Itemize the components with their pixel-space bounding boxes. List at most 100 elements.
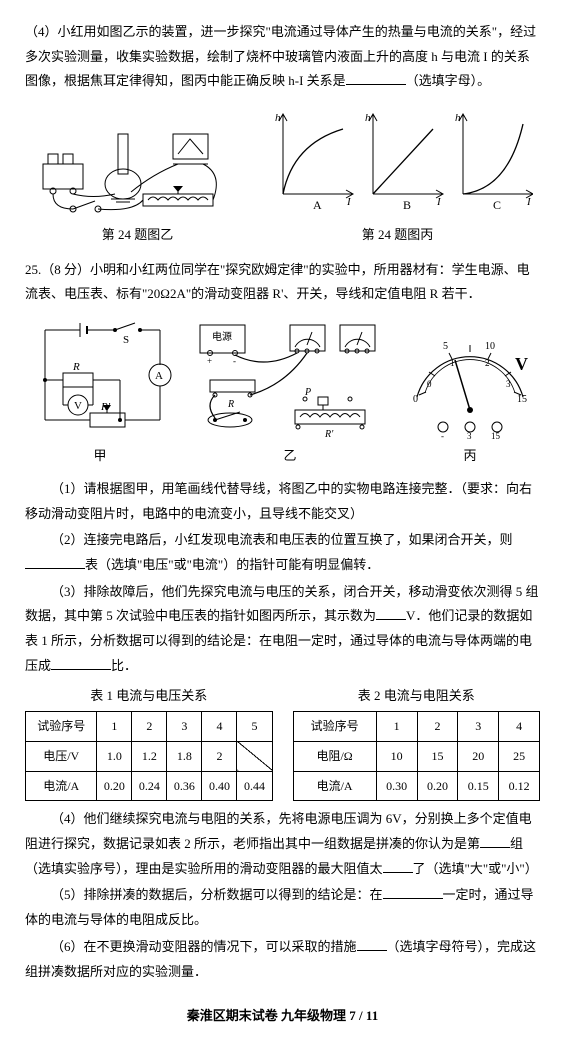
svg-text:C: C: [493, 198, 501, 212]
q24-fig-bing: h I A h I B h I C: [263, 104, 533, 248]
table-row: 电流/A0.200.240.360.400.44: [26, 771, 273, 801]
svg-text:R: R: [227, 399, 234, 410]
q25-sub2a: （2）连接完电路后，小红发现电流表和电压表的位置互换了，如果闭合开关，则: [51, 532, 513, 547]
svg-text:h: h: [275, 112, 281, 124]
q24-blank: [346, 72, 406, 85]
page-footer: 秦淮区期末试卷 九年级物理 7 / 11: [25, 1004, 540, 1029]
svg-text:A: A: [155, 370, 163, 382]
t1-cell: 0.24: [132, 771, 167, 801]
table-row: 电流/A 0.30 0.20 0.15 0.12: [293, 771, 540, 801]
q24-figures: 第 24 题图乙 h I A h I B: [25, 104, 540, 248]
q25-sub2b: 表（选填"电压"或"电流"）的指针可能有明显偏转．: [85, 557, 379, 572]
q25-figures: S A R' R V 甲: [25, 315, 540, 469]
table2: 试验序号 1 2 3 4 电阻/Ω 10 15 20 25 电流/A 0.30 …: [293, 711, 541, 801]
svg-text:h: h: [365, 112, 371, 124]
table2-title: 表 2 电流与电阻关系: [293, 684, 541, 709]
q25-blank3b: [51, 657, 111, 670]
table-row: 电压/V1.01.21.82: [26, 741, 273, 771]
t1-cell: 3: [167, 712, 202, 742]
svg-text:电源: 电源: [212, 330, 232, 343]
svg-text:-: -: [233, 356, 236, 366]
svg-text:15: 15: [491, 431, 501, 440]
circuit-yi-svg: 电源 + - R P: [190, 315, 390, 440]
t1-cell: 1.2: [132, 741, 167, 771]
svg-text:1: 1: [450, 358, 455, 368]
t2-c: 0.20: [417, 771, 458, 801]
t1-cell: 1.8: [167, 741, 202, 771]
table1-wrap: 表 1 电流与电压关系 试验序号12345电压/V1.01.21.82电流/A0…: [25, 684, 273, 801]
t2-c: 10: [376, 741, 417, 771]
table2-wrap: 表 2 电流与电阻关系 试验序号 1 2 3 4 电阻/Ω 10 15 20 2…: [293, 684, 541, 801]
voltmeter-bing-svg: 0 5 10 15 0 1 2 3 V - 3 15: [405, 315, 535, 440]
q25-jia: S A R' R V 甲: [25, 315, 175, 469]
t2-c: 25: [499, 741, 540, 771]
q25-cap-yi: 乙: [190, 444, 390, 469]
svg-text:I: I: [346, 196, 352, 208]
q25-stem: 25.（8 分）小明和小红两位同学在"探究欧姆定律"的实验中，所用器材有：学生电…: [25, 258, 540, 307]
svg-text:2: 2: [485, 358, 490, 368]
q25-sub3: （3）排除故障后，他们先探究电流与电压的关系，闭合开关，移动滑变依次测得 5 组…: [25, 580, 540, 679]
q25-blank4a: [480, 835, 510, 848]
q25-sub5: （5）排除拼凑的数据后，分析数据可以得到的结论是：在一定时，通过导体的电流与导体…: [25, 883, 540, 932]
q24-fig-yi: 第 24 题图乙: [33, 104, 243, 248]
svg-text:A: A: [313, 198, 322, 212]
t2-c: 0.12: [499, 771, 540, 801]
q25-bing: 0 5 10 15 0 1 2 3 V - 3 15 丙: [405, 315, 535, 469]
svg-text:-: -: [441, 431, 444, 440]
t1-cell: [237, 741, 272, 771]
svg-text:P: P: [304, 387, 311, 398]
t2-c: 0.30: [376, 771, 417, 801]
q25-sub1: （1）请根据图甲，用笔画线代替导线，将图乙中的实物电路连接完整．（要求：向右移动…: [25, 477, 540, 526]
svg-text:5: 5: [443, 341, 448, 352]
t1-cell: 0.36: [167, 771, 202, 801]
t2-c: 20: [458, 741, 499, 771]
svg-text:+: +: [207, 356, 212, 366]
q25-sub4: （4）他们继续探究电流与电阻的关系，先将电源电压调为 6V，分别换上多个定值电阻…: [25, 807, 540, 881]
q24-cap-bing: 第 24 题图丙: [263, 223, 533, 248]
svg-text:S: S: [123, 334, 129, 346]
t2-c: 2: [417, 712, 458, 742]
q25-cap-jia: 甲: [25, 444, 175, 469]
t1-cell: 4: [202, 712, 237, 742]
svg-text:I: I: [526, 196, 532, 208]
svg-text:3: 3: [467, 431, 472, 440]
t1-cell: 电压/V: [26, 741, 97, 771]
svg-text:0: 0: [427, 379, 432, 389]
svg-text:15: 15: [517, 394, 527, 405]
svg-text:3: 3: [506, 379, 511, 389]
apparatus-yi-svg: [33, 104, 243, 219]
svg-text:V: V: [74, 400, 82, 412]
svg-text:R: R: [72, 361, 80, 373]
t1-cell: 电流/A: [26, 771, 97, 801]
t2-c: 电流/A: [293, 771, 376, 801]
t1-cell: 2: [132, 712, 167, 742]
tables-row: 表 1 电流与电压关系 试验序号12345电压/V1.01.21.82电流/A0…: [25, 684, 540, 801]
svg-text:V: V: [515, 354, 528, 374]
q25-sub6: （6）在不更换滑动变阻器的情况下，可以采取的措施（选填字母符号），完成这组拼凑数…: [25, 935, 540, 984]
q24-part4: （4）小红用如图乙示的装置，进一步探究"电流通过导体产生的热量与电流的关系"，经…: [25, 20, 540, 94]
q25-sub5a: （5）排除拼凑的数据后，分析数据可以得到的结论是：在: [51, 887, 383, 902]
t2-c: 试验序号: [293, 712, 376, 742]
t1-cell: 2: [202, 741, 237, 771]
t1-cell: 1.0: [97, 741, 132, 771]
table-row: 试验序号 1 2 3 4: [293, 712, 540, 742]
q25-blank4b: [383, 860, 413, 873]
graphs-bing-svg: h I A h I B h I C: [263, 104, 533, 219]
table1: 试验序号12345电压/V1.01.21.82电流/A0.200.240.360…: [25, 711, 273, 801]
table-row: 电阻/Ω 10 15 20 25: [293, 741, 540, 771]
q25-blank2: [25, 556, 85, 569]
t2-c: 3: [458, 712, 499, 742]
t2-c: 4: [499, 712, 540, 742]
t2-c: 电阻/Ω: [293, 741, 376, 771]
q24-suffix: （选填字母）。: [406, 73, 491, 88]
q25-sub4c: 了（选填"大"或"小"）: [413, 861, 538, 876]
svg-text:B: B: [403, 198, 411, 212]
q25-blank6: [357, 938, 387, 951]
svg-text:0: 0: [413, 394, 418, 405]
t2-c: 0.15: [458, 771, 499, 801]
t1-cell: 试验序号: [26, 712, 97, 742]
q25-yi: 电源 + - R P: [190, 315, 390, 469]
q25-sub2: （2）连接完电路后，小红发现电流表和电压表的位置互换了，如果闭合开关，则表（选填…: [25, 528, 540, 577]
q25-sub3c: 比．: [111, 658, 137, 673]
t1-cell: 0.40: [202, 771, 237, 801]
